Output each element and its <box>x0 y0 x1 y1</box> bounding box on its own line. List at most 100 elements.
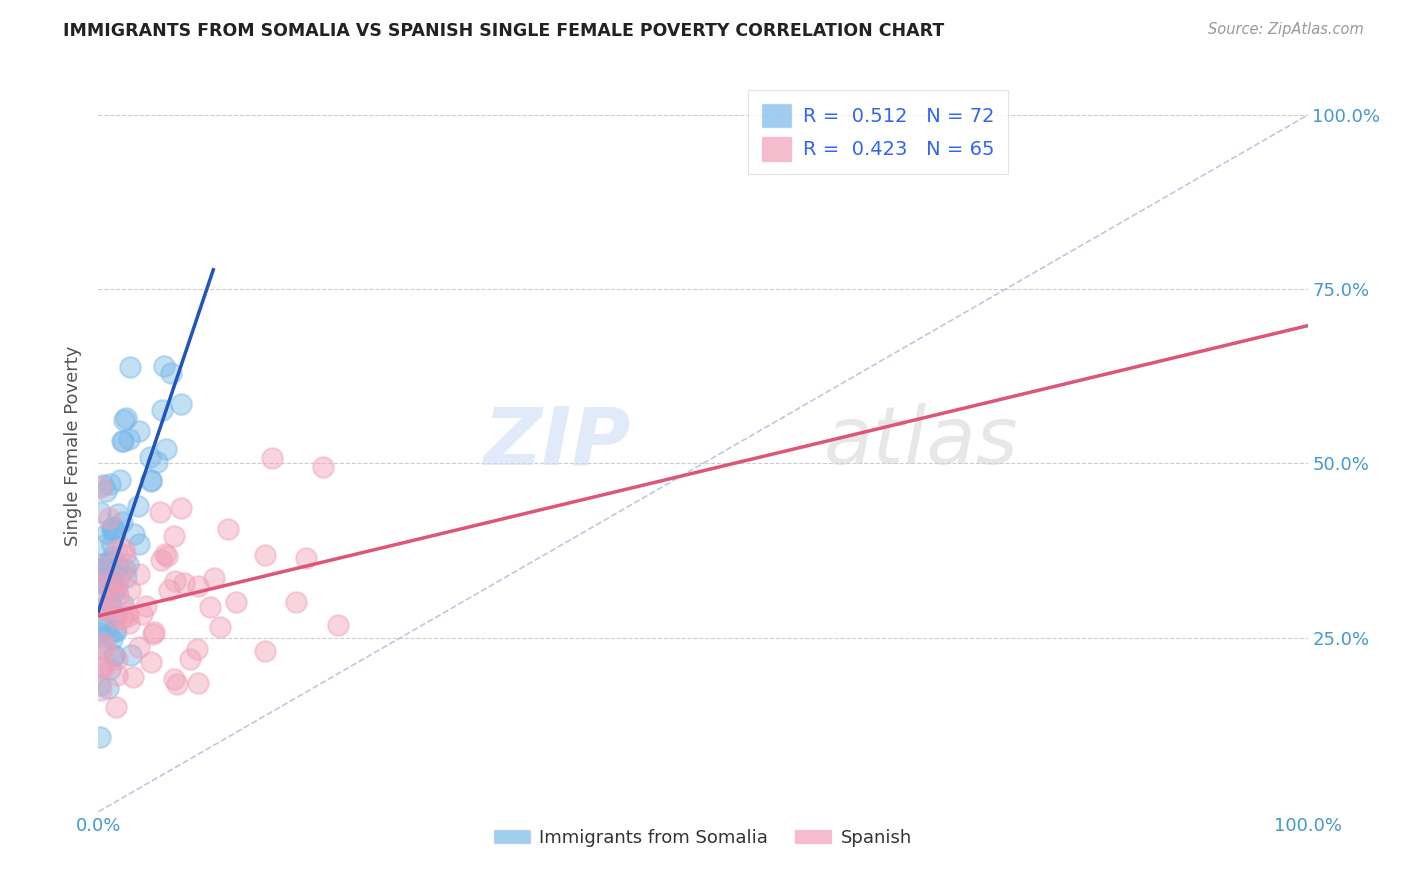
Point <box>103 524 125 538</box>
Point <box>217 522 239 536</box>
Point <box>312 459 335 474</box>
Point <box>326 617 349 632</box>
Point <box>120 648 142 662</box>
Point <box>93 538 115 552</box>
Text: atlas: atlas <box>824 403 1019 482</box>
Point <box>114 562 136 576</box>
Point <box>131 607 153 622</box>
Point <box>202 571 225 585</box>
Point <box>94 603 117 617</box>
Point <box>165 574 187 589</box>
Point <box>105 652 128 666</box>
Point <box>103 584 125 599</box>
Point <box>89 678 111 692</box>
Point <box>101 520 124 534</box>
Point <box>225 595 247 609</box>
Point <box>160 366 183 380</box>
Point <box>100 521 122 535</box>
Point <box>141 655 163 669</box>
Point <box>111 611 134 625</box>
Point <box>112 542 135 557</box>
Point <box>114 549 136 563</box>
Point <box>94 483 117 498</box>
Point <box>111 434 134 448</box>
Point <box>122 669 145 683</box>
Point <box>97 572 120 586</box>
Point <box>105 580 128 594</box>
Point <box>186 642 208 657</box>
Point <box>122 527 145 541</box>
Point <box>118 616 141 631</box>
Point <box>173 575 195 590</box>
Point <box>101 549 124 564</box>
Point <box>187 676 209 690</box>
Point <box>89 593 111 607</box>
Point <box>166 676 188 690</box>
Point <box>108 565 131 579</box>
Point <box>100 581 122 595</box>
Point <box>107 558 129 573</box>
Point <box>93 572 115 586</box>
Point <box>89 730 111 744</box>
Point <box>117 557 139 571</box>
Point <box>90 480 112 494</box>
Point <box>112 597 135 611</box>
Point <box>107 588 129 602</box>
Point <box>187 579 209 593</box>
Point <box>98 595 121 609</box>
Text: ZIP: ZIP <box>484 403 630 482</box>
Point <box>170 397 193 411</box>
Point <box>90 683 112 698</box>
Point <box>93 557 115 571</box>
Point <box>90 626 112 640</box>
Point <box>101 574 124 589</box>
Point <box>94 611 117 625</box>
Point <box>152 359 174 374</box>
Point <box>91 577 114 591</box>
Point <box>104 608 127 623</box>
Point <box>93 564 115 578</box>
Point <box>115 570 138 584</box>
Point <box>94 622 117 636</box>
Point <box>170 501 193 516</box>
Point <box>105 700 128 714</box>
Point <box>97 628 120 642</box>
Point <box>97 582 120 596</box>
Point <box>112 413 135 427</box>
Point <box>120 360 142 375</box>
Point <box>91 636 114 650</box>
Point <box>115 410 138 425</box>
Point <box>89 559 111 574</box>
Point <box>93 640 115 654</box>
Point <box>149 505 172 519</box>
Point <box>159 583 181 598</box>
Point <box>89 602 111 616</box>
Point <box>100 554 122 568</box>
Point <box>112 434 135 448</box>
Point <box>128 567 150 582</box>
Point <box>100 632 122 646</box>
Point <box>103 648 125 663</box>
Point <box>253 644 276 658</box>
Point <box>294 550 316 565</box>
Point <box>153 547 176 561</box>
Point <box>156 549 179 563</box>
Point <box>89 600 111 615</box>
Point <box>97 556 120 570</box>
Point <box>89 562 111 576</box>
Point <box>155 442 177 456</box>
Point <box>260 450 283 465</box>
Point <box>135 599 157 613</box>
Point <box>93 661 115 675</box>
Point <box>150 402 173 417</box>
Point <box>107 573 129 587</box>
Point <box>107 507 129 521</box>
Point <box>96 525 118 540</box>
Point <box>128 640 150 654</box>
Point <box>139 450 162 465</box>
Point <box>139 474 162 488</box>
Point <box>209 620 232 634</box>
Point <box>104 582 127 596</box>
Point <box>105 543 128 558</box>
Point <box>127 500 149 514</box>
